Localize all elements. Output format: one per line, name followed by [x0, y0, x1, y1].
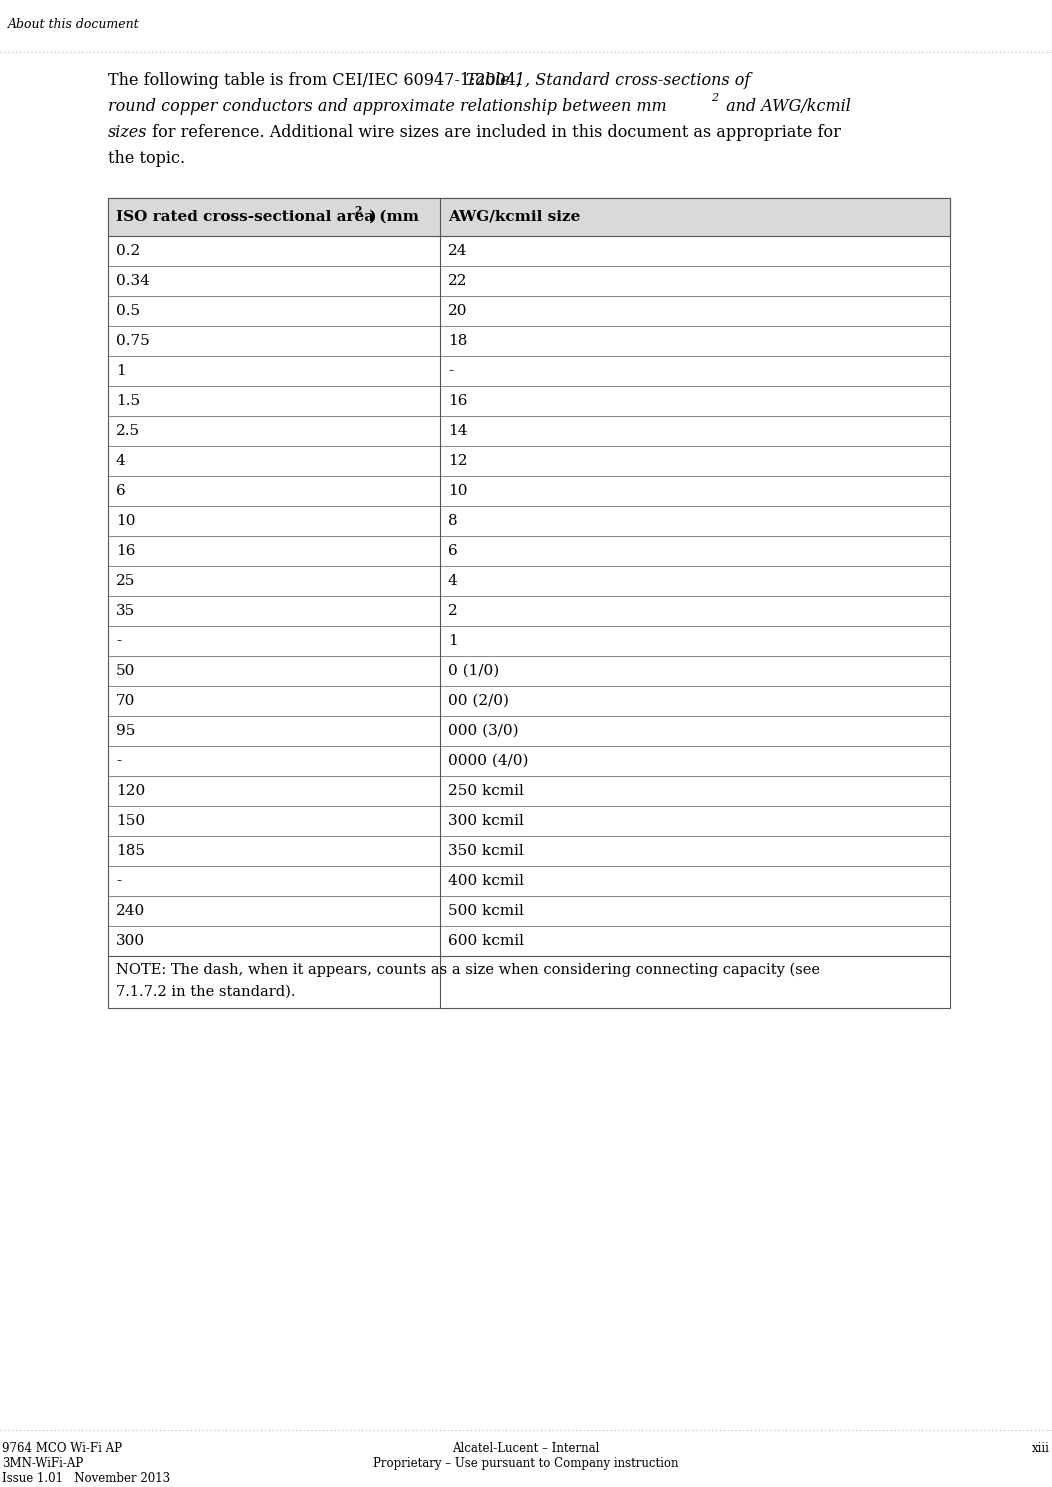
Text: 3MN-WiFi-AP: 3MN-WiFi-AP [2, 1457, 83, 1471]
Text: 150: 150 [116, 813, 145, 828]
Text: 35: 35 [116, 604, 136, 619]
Text: 6: 6 [116, 483, 126, 498]
Text: 95: 95 [116, 724, 136, 738]
Text: 120: 120 [116, 784, 145, 799]
Text: 300 kcmil: 300 kcmil [448, 813, 524, 828]
Text: 0000 (4/0): 0000 (4/0) [448, 754, 528, 767]
Text: 250 kcmil: 250 kcmil [448, 784, 524, 799]
Text: 300: 300 [116, 934, 145, 949]
Text: 6: 6 [448, 544, 458, 558]
Text: 00 (2/0): 00 (2/0) [448, 694, 509, 708]
Text: 0.75: 0.75 [116, 335, 149, 348]
Text: 185: 185 [116, 845, 145, 858]
Text: 1: 1 [448, 633, 458, 648]
Text: 0.34: 0.34 [116, 274, 149, 288]
Text: ISO rated cross-sectional area (mm: ISO rated cross-sectional area (mm [116, 210, 419, 225]
Text: 22: 22 [448, 274, 467, 288]
Text: the topic.: the topic. [108, 150, 185, 167]
Text: AWG/kcmil size: AWG/kcmil size [448, 210, 581, 225]
Text: 1.5: 1.5 [116, 394, 140, 407]
Text: 500 kcmil: 500 kcmil [448, 904, 524, 917]
Text: and AWG/kcmil: and AWG/kcmil [721, 98, 851, 114]
Text: sizes: sizes [108, 123, 147, 141]
Text: ): ) [364, 210, 377, 225]
Text: 14: 14 [448, 424, 467, 439]
Text: 25: 25 [116, 574, 136, 587]
Text: 600 kcmil: 600 kcmil [448, 934, 524, 949]
Text: 2: 2 [711, 94, 719, 103]
Text: 12: 12 [448, 454, 467, 468]
Text: xiii: xiii [1032, 1442, 1050, 1454]
Text: The following table is from CEI/IEC 60947-1:2004,: The following table is from CEI/IEC 6094… [108, 71, 526, 89]
Text: 2.5: 2.5 [116, 424, 140, 439]
Text: 50: 50 [116, 665, 136, 678]
Text: 16: 16 [448, 394, 467, 407]
Text: -: - [116, 633, 121, 648]
Text: 9764 MCO Wi-Fi AP: 9764 MCO Wi-Fi AP [2, 1442, 122, 1454]
Text: 20: 20 [448, 303, 467, 318]
Text: About this document: About this document [8, 18, 140, 31]
Text: Alcatel-Lucent – Internal: Alcatel-Lucent – Internal [452, 1442, 600, 1454]
Text: 70: 70 [116, 694, 136, 708]
Text: Table 1, Standard cross-sections of: Table 1, Standard cross-sections of [466, 71, 750, 89]
Text: 2: 2 [448, 604, 458, 619]
Text: -: - [448, 364, 453, 378]
Text: 4: 4 [448, 574, 458, 587]
Text: 0.2: 0.2 [116, 244, 140, 259]
Text: 400 kcmil: 400 kcmil [448, 874, 524, 888]
Text: 7.1.7.2 in the standard).: 7.1.7.2 in the standard). [116, 984, 296, 999]
Text: 350 kcmil: 350 kcmil [448, 845, 524, 858]
Text: 240: 240 [116, 904, 145, 917]
Text: 0.5: 0.5 [116, 303, 140, 318]
Text: 8: 8 [448, 515, 458, 528]
Text: 1: 1 [116, 364, 126, 378]
Text: 000 (3/0): 000 (3/0) [448, 724, 519, 738]
Text: for reference. Additional wire sizes are included in this document as appropriat: for reference. Additional wire sizes are… [147, 123, 841, 141]
Text: 16: 16 [116, 544, 136, 558]
Text: Proprietary – Use pursuant to Company instruction: Proprietary – Use pursuant to Company in… [373, 1457, 679, 1471]
Text: -: - [116, 874, 121, 888]
Text: 0 (1/0): 0 (1/0) [448, 665, 500, 678]
Text: 10: 10 [448, 483, 467, 498]
Text: Issue 1.01   November 2013: Issue 1.01 November 2013 [2, 1472, 170, 1486]
Text: 24: 24 [448, 244, 467, 259]
Text: NOTE: The dash, when it appears, counts as a size when considering connecting ca: NOTE: The dash, when it appears, counts … [116, 964, 820, 977]
Bar [108, 198, 950, 1008]
Text: 2: 2 [355, 205, 362, 217]
Text: round copper conductors and approximate relationship between mm: round copper conductors and approximate … [108, 98, 667, 114]
Text: 18: 18 [448, 335, 467, 348]
Text: 10: 10 [116, 515, 136, 528]
Text: 4: 4 [116, 454, 126, 468]
Text: -: - [116, 754, 121, 767]
Bar [108, 198, 950, 236]
